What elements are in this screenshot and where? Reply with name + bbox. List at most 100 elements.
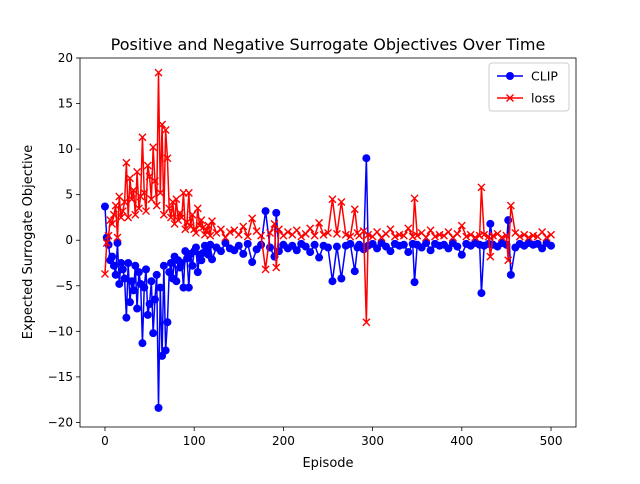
data-point-clip <box>177 259 186 267</box>
legend-label: CLIP <box>531 69 558 84</box>
y-tick-label: 5 <box>65 188 73 202</box>
data-point-loss <box>373 228 382 237</box>
data-point-loss <box>506 201 515 210</box>
data-point-loss <box>122 158 131 167</box>
data-point-clip <box>125 298 134 307</box>
data-point-loss <box>150 177 159 185</box>
x-tick-label: 500 <box>540 434 563 448</box>
data-point-loss <box>480 230 489 239</box>
data-point-loss <box>364 230 373 239</box>
data-point-loss <box>118 207 127 216</box>
data-point-loss <box>457 221 466 230</box>
data-point-loss <box>216 225 225 234</box>
x-axis-label: Episode <box>302 456 353 471</box>
y-tick-label: −10 <box>48 324 73 338</box>
data-point-loss <box>104 231 113 240</box>
data-point-loss <box>341 230 350 239</box>
data-point-clip <box>362 154 371 163</box>
data-point-clip <box>193 268 202 277</box>
data-point-loss <box>538 228 547 237</box>
data-point-loss <box>243 232 252 241</box>
legend-label: loss <box>531 91 555 106</box>
data-point-clip <box>350 267 359 276</box>
data-point-loss <box>466 230 475 239</box>
data-point-loss <box>283 228 292 237</box>
data-point-loss <box>497 233 506 242</box>
y-tick-label: 20 <box>58 51 73 65</box>
data-point-loss <box>193 204 202 213</box>
data-point-clip <box>133 304 142 313</box>
data-point-clip <box>292 246 301 255</box>
data-point-loss <box>161 125 170 134</box>
data-point-clip <box>426 246 435 255</box>
data-point-loss <box>188 210 197 219</box>
data-point-clip <box>118 265 127 274</box>
data-point-loss <box>270 219 279 228</box>
y-tick-label: −5 <box>55 279 73 293</box>
data-point-loss <box>426 226 435 235</box>
data-point-loss <box>386 225 395 234</box>
data-point-clip <box>159 261 168 270</box>
data-point-loss <box>225 228 234 237</box>
data-point-loss <box>149 143 158 152</box>
data-point-loss <box>127 195 136 204</box>
data-point-loss <box>100 269 109 278</box>
data-point-clip <box>301 242 310 251</box>
data-point-clip <box>457 250 466 259</box>
data-point-clip <box>422 238 431 247</box>
data-point-clip <box>127 277 136 286</box>
data-point-clip <box>111 270 120 279</box>
data-point-clip <box>477 289 486 298</box>
data-point-clip <box>152 270 161 279</box>
data-point-loss <box>208 217 217 226</box>
data-point-loss <box>515 232 524 241</box>
data-point-loss <box>152 201 161 210</box>
data-point-clip <box>506 270 515 279</box>
data-point-clip <box>191 243 200 252</box>
data-point-loss <box>266 228 275 237</box>
data-point-loss <box>131 210 140 219</box>
data-point-clip <box>337 274 346 283</box>
data-point-loss <box>140 188 149 197</box>
data-point-clip <box>221 238 230 247</box>
data-point-loss <box>248 214 257 223</box>
data-point-clip <box>100 202 109 211</box>
data-point-loss <box>197 216 206 225</box>
series-clip <box>100 154 556 412</box>
data-point-loss <box>306 224 315 233</box>
data-point-loss <box>181 225 190 234</box>
x-tick-label: 200 <box>272 434 295 448</box>
data-point-loss <box>138 133 147 142</box>
data-point-loss <box>166 213 175 222</box>
data-point-loss <box>184 188 193 197</box>
data-point-clip <box>108 252 117 261</box>
data-point-clip <box>404 248 413 257</box>
data-point-loss <box>319 230 328 239</box>
data-point-clip <box>444 244 453 253</box>
data-point-loss <box>142 207 151 216</box>
data-point-loss <box>154 68 163 77</box>
data-point-loss <box>292 226 301 235</box>
data-point-clip <box>109 261 118 270</box>
data-point-loss <box>113 233 122 242</box>
data-point-loss <box>297 232 306 241</box>
data-point-clip <box>149 329 158 338</box>
data-point-loss <box>453 229 462 238</box>
data-point-loss <box>158 120 167 129</box>
data-point-loss <box>163 154 172 163</box>
series-loss <box>100 68 556 327</box>
data-point-loss <box>239 222 248 231</box>
data-point-loss <box>159 210 168 219</box>
data-point-loss <box>431 232 440 241</box>
data-point-loss <box>111 201 120 210</box>
data-point-clip <box>140 283 149 292</box>
data-point-loss <box>486 252 495 261</box>
x-tick-label: 0 <box>101 434 109 448</box>
y-tick-label: −20 <box>48 415 73 429</box>
data-point-clip <box>163 318 172 327</box>
data-point-clip <box>161 346 170 355</box>
data-point-clip <box>166 259 175 267</box>
data-point-loss <box>202 226 211 235</box>
data-point-loss <box>504 256 513 265</box>
data-point-loss <box>156 188 165 197</box>
